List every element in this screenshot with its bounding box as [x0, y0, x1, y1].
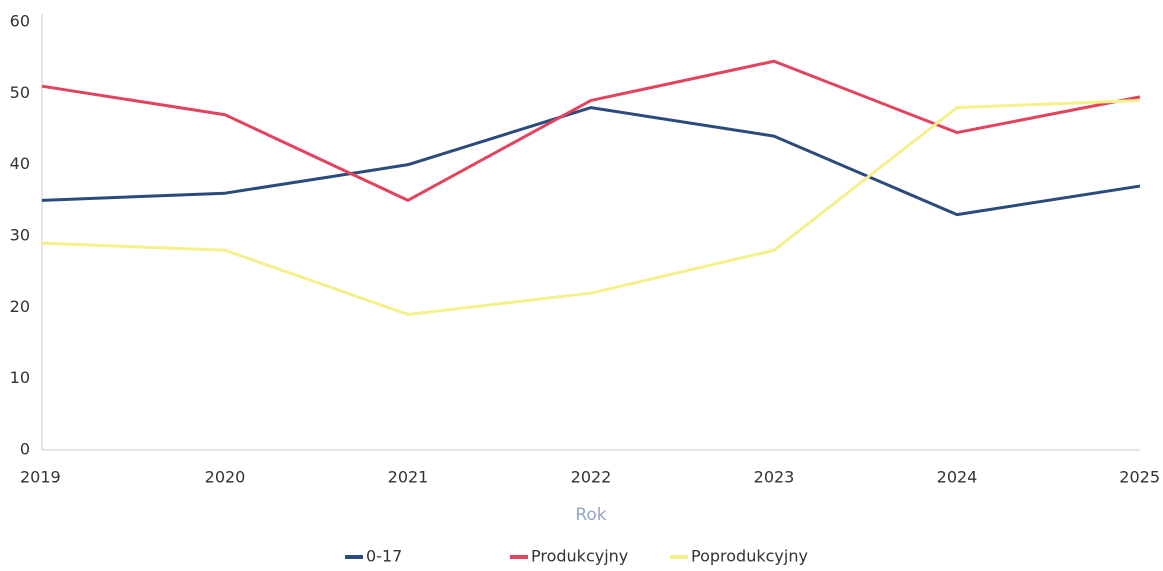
- y-tick-label: 50: [10, 83, 30, 102]
- y-tick-label: 30: [10, 226, 30, 245]
- x-tick-label: 2024: [937, 468, 978, 487]
- legend-label: Produkcyjny: [531, 547, 628, 566]
- x-tick-label: 2022: [571, 468, 612, 487]
- legend-label: 0-17: [366, 547, 402, 566]
- y-tick-label: 10: [10, 368, 30, 387]
- y-tick-label: 20: [10, 297, 30, 316]
- legend-label: Poprodukcyjny: [691, 547, 808, 566]
- x-tick-label: 2025: [1119, 468, 1160, 487]
- x-axis-label: Rok: [575, 505, 606, 525]
- series-line: [41, 106, 1141, 217]
- series-line: [41, 59, 1141, 202]
- x-tick-label: 2020: [205, 468, 246, 487]
- x-tick-label: 2023: [754, 468, 795, 487]
- x-tick-label: 2021: [388, 468, 429, 487]
- x-tick-label: 2019: [20, 468, 61, 487]
- y-tick-label: 40: [10, 154, 30, 173]
- series-line: [41, 98, 1141, 316]
- y-tick-label: 60: [10, 12, 30, 31]
- y-tick-label: 0: [20, 440, 30, 459]
